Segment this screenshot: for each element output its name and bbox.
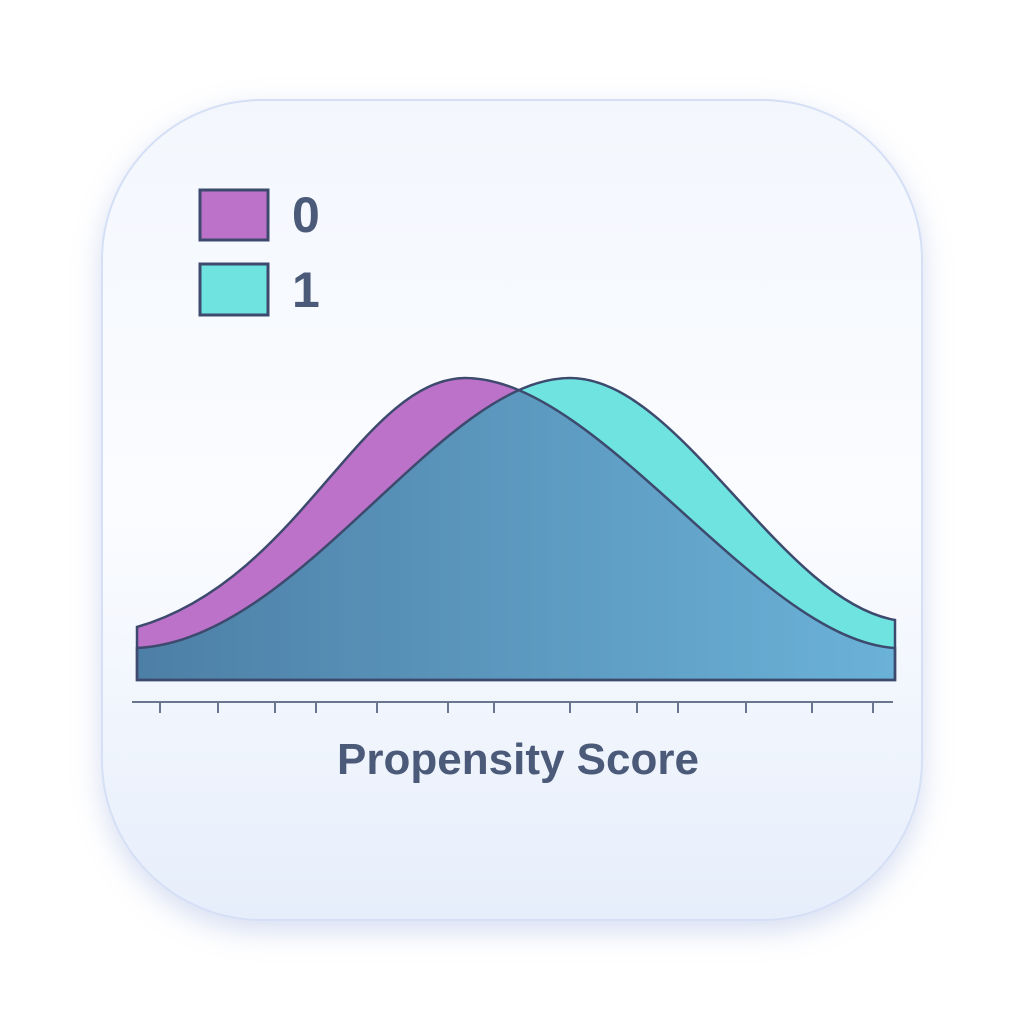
axis-label: Propensity Score: [337, 735, 699, 784]
density-overlap: [137, 378, 895, 680]
density-outline: [135, 376, 897, 682]
axis: [132, 701, 893, 713]
legend-swatch: [198, 188, 270, 242]
density-outline: [135, 376, 897, 682]
legend-label: 0: [292, 187, 320, 243]
legend-label: 1: [292, 262, 320, 318]
legend-swatch: [198, 262, 270, 317]
